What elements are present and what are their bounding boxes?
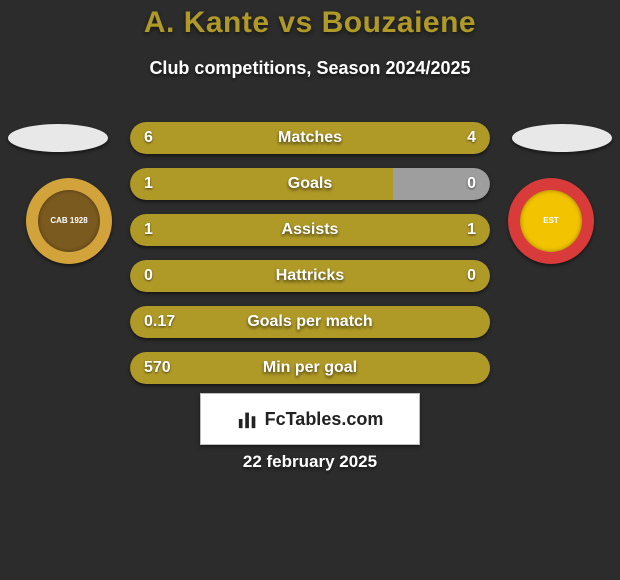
source-badge: FcTables.com: [200, 393, 420, 445]
stat-row: 10Goals: [130, 168, 490, 200]
page-title: A. Kante vs Bouzaiene: [0, 6, 620, 40]
stats-block: 64Matches 10Goals 11Assists 00Hattricks 0.17…: [130, 122, 490, 398]
club-badge-left: CAB 1928: [26, 178, 112, 264]
club-badge-right-inner: EST: [520, 190, 582, 252]
stat-label: Goals per match: [130, 306, 490, 338]
club-badge-right: EST: [508, 178, 594, 264]
comparison-card: A. Kante vs Bouzaiene Club competitions,…: [0, 0, 620, 580]
stat-label: Min per goal: [130, 352, 490, 384]
footer-date: 22 february 2025: [0, 452, 620, 472]
subtitle: Club competitions, Season 2024/2025: [0, 58, 620, 79]
stat-row: 00Hattricks: [130, 260, 490, 292]
bars-icon: [237, 408, 259, 430]
stat-row: 11Assists: [130, 214, 490, 246]
stat-label: Assists: [130, 214, 490, 246]
flag-right: [512, 124, 612, 152]
stat-label: Matches: [130, 122, 490, 154]
club-badge-left-inner: CAB 1928: [38, 190, 100, 252]
stat-row: 64Matches: [130, 122, 490, 154]
source-text: FcTables.com: [265, 409, 384, 430]
stat-label: Goals: [130, 168, 490, 200]
club-badge-right-text: EST: [543, 217, 559, 226]
club-badge-left-text: CAB 1928: [50, 217, 87, 226]
stat-label: Hattricks: [130, 260, 490, 292]
flag-left: [8, 124, 108, 152]
stat-row: 0.17Goals per match: [130, 306, 490, 338]
stat-row: 570Min per goal: [130, 352, 490, 384]
